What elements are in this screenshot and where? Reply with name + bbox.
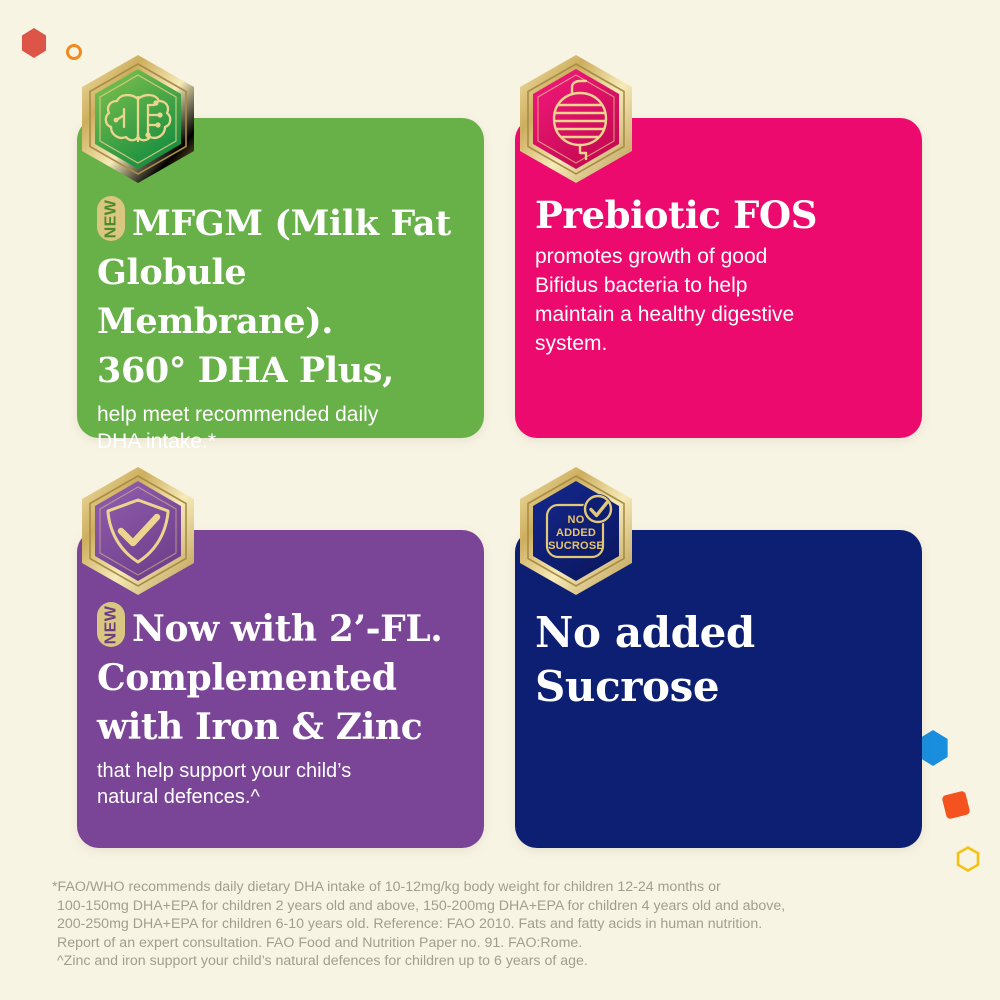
footnote-line-4: Report of an expert consultation. FAO Fo… <box>57 934 583 951</box>
headline-line-1: MFGM (Milk Fat <box>132 203 451 244</box>
footnote-line-5: ^Zinc and iron support your child’s natu… <box>57 953 588 970</box>
feature-card-mfgm[interactable]: NEW MFGM (Milk Fat Globule Membrane). 360… <box>77 55 484 453</box>
card-text-block: NEW MFGM (Milk Fat Globule Membrane). 360… <box>97 196 466 455</box>
new-badge: NEW <box>97 196 125 241</box>
badge-text: NO ADDED SUCROSE <box>514 465 638 601</box>
card-subtext: that help support your child’s natural d… <box>97 758 466 810</box>
headline-line-1: No added <box>535 608 755 657</box>
subtext-line-1: that help support your child’s <box>97 760 352 782</box>
intestine-icon <box>514 53 638 189</box>
feature-card-2fl[interactable]: NEW Now with 2’-FL. Complemented with Iro… <box>77 467 484 848</box>
headline-line-2: Globule Membrane). <box>97 252 334 342</box>
card-text-block: Prebiotic FOS promotes growth of good Bi… <box>535 192 904 358</box>
shield-check-icon <box>76 465 200 601</box>
subtext-line-3: maintain a healthy digestive <box>535 303 795 326</box>
subtext-line-2: DHA intake.* <box>97 430 217 453</box>
headline-line-2: Complemented <box>97 657 397 699</box>
card-headline: No added Sucrose <box>535 606 904 714</box>
card-headline: Prebiotic FOS <box>535 192 904 239</box>
feature-card-prebiotic-fos[interactable]: Prebiotic FOS promotes growth of good Bi… <box>515 55 922 438</box>
footnote-line-3: 200-250mg DHA+EPA for children 6-10 year… <box>57 916 763 933</box>
subtext-line-4: system. <box>535 332 608 355</box>
card-headline: NEW MFGM (Milk Fat Globule Membrane). 360… <box>97 196 466 395</box>
card-text-block: No added Sucrose <box>535 606 904 714</box>
footnote-line-2: 100-150mg DHA+EPA for children 2 years o… <box>57 897 786 914</box>
badge-text-line-1: NO <box>567 514 585 526</box>
badge-text-line-2: ADDED <box>555 527 597 539</box>
subtext-line-2: natural defences.^ <box>97 786 260 808</box>
new-badge: NEW <box>97 602 125 647</box>
no-added-sucrose-icon: NO ADDED SUCROSE <box>514 465 638 601</box>
brain-icon <box>76 53 200 189</box>
headline-line-3: 360° DHA Plus, <box>97 350 394 391</box>
footnote-line-1: *FAO/WHO recommends daily dietary DHA in… <box>52 879 721 895</box>
badge-text-line-3: SUCROSE <box>548 540 604 552</box>
card-text-block: NEW Now with 2’-FL. Complemented with Iro… <box>97 602 466 810</box>
subtext-line-1: promotes growth of good <box>535 245 768 268</box>
headline-line-3: with Iron & Zinc <box>97 706 423 748</box>
feature-card-grid: NEW MFGM (Milk Fat Globule Membrane). 360… <box>77 55 922 848</box>
subtext-line-2: Bifidus bacteria to help <box>535 274 748 297</box>
headline-line-2: Sucrose <box>535 662 720 711</box>
card-subtext: help meet recommended daily DHA intake.* <box>97 401 466 455</box>
headline-line-1: Now with 2’-FL. <box>132 608 443 650</box>
card-headline: NEW Now with 2’-FL. Complemented with Iro… <box>97 602 466 752</box>
footnotes: *FAO/WHO recommends daily dietary DHA in… <box>52 878 972 971</box>
subtext-line-1: help meet recommended daily <box>97 403 379 426</box>
card-subtext: promotes growth of good Bifidus bacteria… <box>535 242 904 358</box>
feature-card-no-added-sucrose[interactable]: NO ADDED SUCROSE No added Sucrose <box>515 467 922 848</box>
headline-line-1: Prebiotic FOS <box>535 193 818 237</box>
